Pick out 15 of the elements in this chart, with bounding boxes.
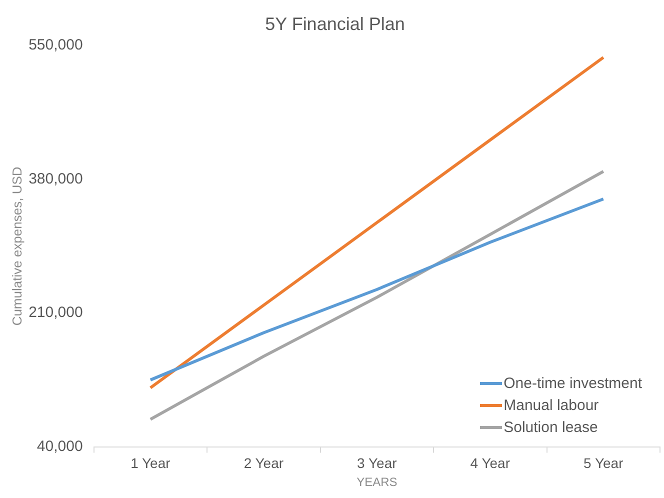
y-tick-label: 550,000 <box>28 36 83 54</box>
y-axis-title: Cumulative expenses, USD <box>9 166 24 326</box>
x-axis-title: YEARS <box>356 475 398 490</box>
x-tick-label: 3 Year <box>357 455 398 472</box>
x-tick-label: 5 Year <box>584 455 624 472</box>
legend-label: One-time investment <box>504 375 642 392</box>
x-tick-label: 4 Year <box>470 455 510 472</box>
x-tick-label: 2 Year <box>244 455 284 472</box>
y-tick-label: 210,000 <box>28 304 83 322</box>
y-tick-label: 380,000 <box>28 170 83 188</box>
legend-label: Solution lease <box>504 419 598 436</box>
y-tick-label: 40,000 <box>36 438 83 455</box>
legend-label: Manual labour <box>504 397 599 414</box>
chart-title: 5Y Financial Plan <box>265 14 405 34</box>
x-tick-label: 1 Year <box>130 455 171 472</box>
